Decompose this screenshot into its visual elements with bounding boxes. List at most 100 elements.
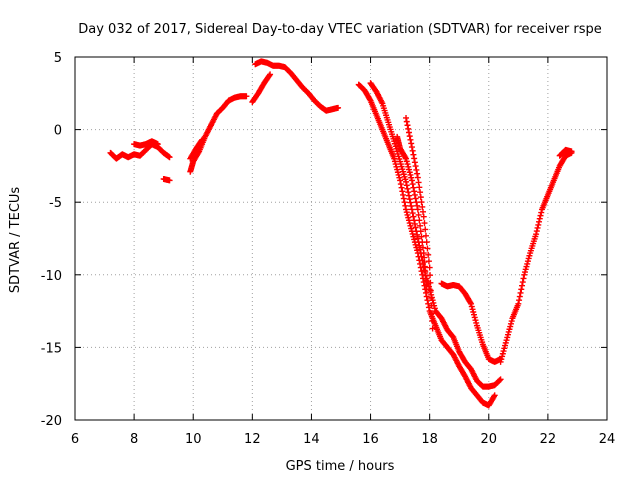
data-point: [469, 306, 476, 313]
data-point: [499, 350, 506, 357]
data-point: [499, 353, 506, 360]
data-point: [243, 93, 250, 100]
data-point: [423, 293, 430, 300]
data-point: [392, 161, 399, 168]
data-point: [429, 325, 436, 332]
data-point: [405, 129, 412, 136]
data-point: [415, 179, 422, 186]
data-point: [533, 231, 540, 238]
grid-lines: [75, 57, 607, 420]
data-point: [404, 185, 411, 192]
data-point: [507, 323, 514, 330]
data-point: [154, 141, 161, 148]
data-point: [505, 328, 512, 335]
data-point: [403, 118, 410, 125]
data-point: [403, 158, 410, 165]
data-point: [537, 212, 544, 219]
data-point: [521, 269, 528, 276]
x-tick-label: 20: [481, 432, 498, 447]
data-point: [407, 222, 414, 229]
data-point: [427, 272, 434, 279]
data-point: [491, 392, 498, 399]
data-point: [412, 195, 419, 202]
data-point: [166, 177, 173, 184]
plot-frame: [74, 56, 608, 421]
data-point: [425, 300, 432, 307]
data-point: [403, 206, 410, 213]
y-tick-label: 0: [54, 124, 62, 139]
data-point: [525, 255, 532, 262]
x-tick-label: 16: [362, 432, 379, 447]
data-point: [535, 221, 542, 228]
data-point: [420, 208, 427, 215]
data-point: [414, 231, 421, 238]
data-point: [426, 264, 433, 271]
data-point: [408, 177, 415, 184]
data-point: [406, 220, 413, 227]
data-point: [405, 163, 412, 170]
data-point: [407, 171, 414, 178]
data-point: [428, 295, 435, 302]
x-tick-label: 18: [421, 432, 438, 447]
data-point: [524, 260, 531, 267]
data-point: [411, 217, 418, 224]
data-point: [411, 220, 418, 227]
data-point: [403, 114, 410, 121]
data-point: [394, 169, 401, 176]
data-point: [523, 263, 530, 270]
data-point: [408, 140, 415, 147]
data-point: [408, 225, 415, 232]
data-point: [405, 189, 412, 196]
data-point: [538, 209, 545, 216]
data-point: [427, 287, 434, 294]
data-point: [409, 210, 416, 217]
x-tick-label: 8: [130, 432, 138, 447]
data-point: [405, 217, 412, 224]
data-point: [402, 202, 409, 209]
y-tick-label: -15: [41, 341, 62, 356]
data-point: [419, 203, 426, 210]
x-tick-label: 22: [540, 432, 557, 447]
data-point: [408, 174, 415, 181]
x-tick-label: 14: [303, 432, 320, 447]
data-point: [414, 202, 421, 209]
x-tick-label: 24: [599, 432, 616, 447]
data-point: [414, 170, 421, 177]
data-point: [417, 194, 424, 201]
data-point: [400, 195, 407, 202]
data-point: [401, 199, 408, 206]
data-point: [414, 174, 421, 181]
y-axis-label: SDTVAR / TECUs: [8, 187, 23, 294]
data-point: [534, 224, 541, 231]
data-point: [427, 279, 434, 286]
y-tick-label: -10: [41, 269, 62, 284]
x-tick-label: 12: [244, 432, 261, 447]
data-point: [524, 258, 531, 265]
data-points: [107, 58, 575, 409]
data-point: [416, 217, 423, 224]
x-tick-label: 6: [71, 432, 79, 447]
axis-ticks: 6 8 10 12 14 16 18 20 22 24 -20 -15 -10 -5 0 5: [41, 51, 616, 447]
data-point: [497, 358, 504, 365]
data-point: [506, 326, 513, 333]
data-point: [516, 293, 523, 300]
data-point: [414, 235, 421, 242]
data-point: [516, 297, 523, 304]
data-point: [526, 252, 533, 259]
data-point: [411, 159, 418, 166]
data-point: [423, 286, 430, 293]
data-point: [404, 122, 411, 129]
data-point: [405, 125, 412, 132]
data-point: [500, 348, 507, 355]
data-point: [403, 155, 410, 162]
data-point: [414, 206, 421, 213]
data-point: [422, 289, 429, 296]
data-point: [417, 222, 424, 229]
data-point: [504, 334, 511, 341]
data-point: [418, 233, 425, 240]
data-point: [416, 242, 423, 249]
data-point: [498, 356, 505, 363]
data-point: [407, 199, 414, 206]
data-point: [166, 154, 173, 161]
data-point: [409, 230, 416, 237]
